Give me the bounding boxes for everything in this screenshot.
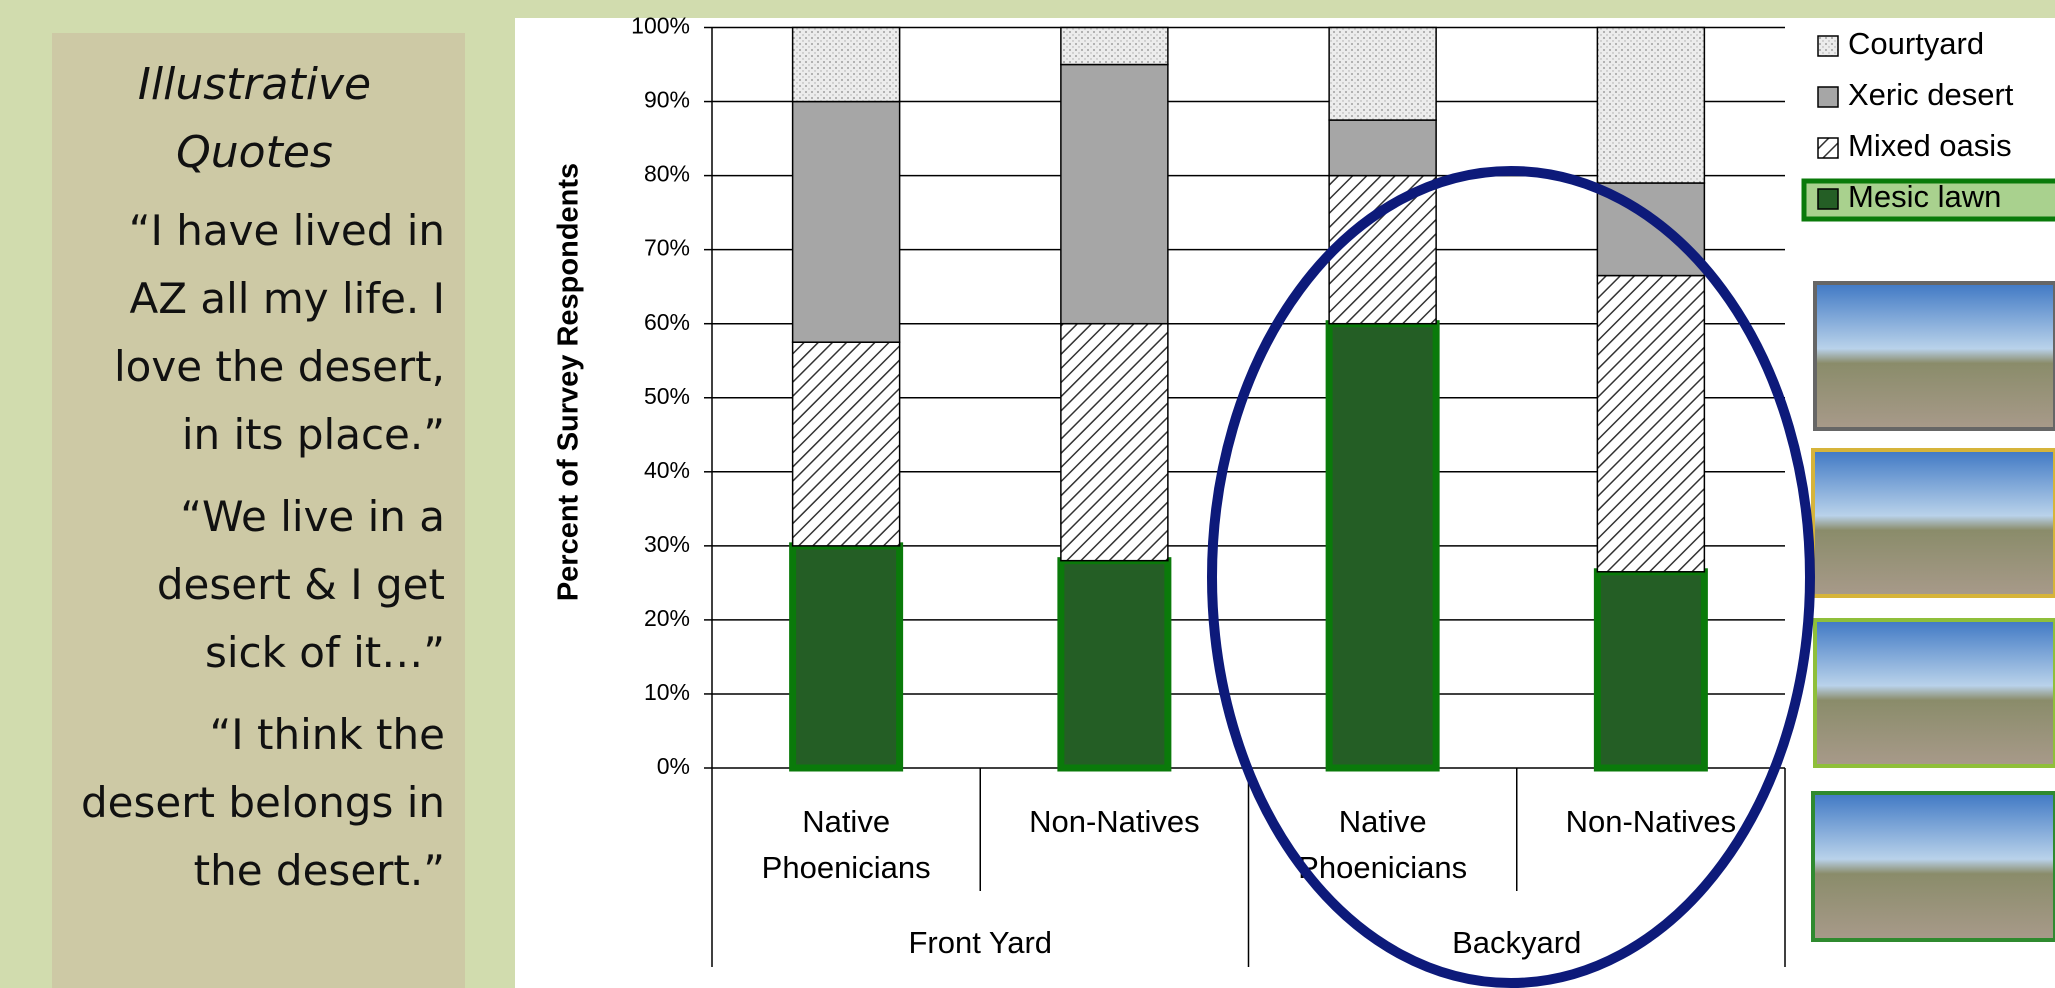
quote: “We live in a desert & I get sick of it…… (156, 492, 445, 677)
legend-highlight (1801, 178, 2055, 222)
quote: “I have lived in AZ all my life. I love … (114, 206, 445, 459)
x-tick-label: Non-Natives (1566, 804, 1737, 839)
x-tick-label: Native Phoenicians (1298, 804, 1467, 885)
legend-swatch (1817, 86, 1839, 108)
bar-segment (1328, 26, 1437, 121)
bar-segment (1057, 557, 1172, 772)
photo (1811, 448, 2055, 598)
y-tick-label: 50% (644, 383, 690, 409)
photo (1813, 618, 2055, 768)
legend-swatch (1817, 188, 1839, 210)
group-label: Front Yard (908, 925, 1052, 960)
bar-segment (791, 26, 901, 103)
bar-segment (1596, 26, 1706, 184)
legend-label: Mesic lawn (1848, 179, 2001, 214)
y-axis-label: Percent of Survey Respondents (553, 163, 585, 601)
x-tick-label: Native Phoenicians (762, 804, 931, 885)
legend-label: Courtyard (1848, 26, 1984, 61)
bar-segment (1060, 63, 1169, 325)
y-tick-label: 70% (644, 235, 690, 261)
bar-segment (1060, 322, 1169, 562)
photo (1813, 281, 2055, 431)
legend-swatch (1817, 137, 1839, 159)
quote-panel: Illustrative Quotes “I have lived in AZ … (52, 33, 465, 988)
y-tick-label: 0% (657, 753, 690, 779)
chart-background (515, 18, 2055, 988)
bar-segment (1325, 320, 1440, 772)
legend-swatch (1817, 35, 1839, 57)
y-tick-label: 30% (644, 531, 690, 557)
group-label: Backyard (1452, 925, 1581, 960)
bar-segment (1593, 568, 1708, 772)
x-tick-label: Non-Natives (1029, 804, 1200, 839)
y-tick-label: 100% (631, 13, 690, 39)
quote-title: Illustrative Quotes (137, 59, 372, 178)
bar-segment (1328, 174, 1437, 325)
bar-segment (791, 100, 901, 343)
highlight-ellipse (1207, 166, 1815, 988)
y-tick-label: 80% (644, 161, 690, 187)
bar-segment (1060, 26, 1169, 66)
photo (1811, 791, 2055, 942)
bar-segment (791, 341, 901, 547)
bar-segment (1328, 119, 1437, 177)
bar-segment (789, 542, 904, 772)
y-tick-label: 10% (644, 679, 690, 705)
y-tick-label: 20% (644, 605, 690, 631)
quote: “I think the desert belongs in the deser… (81, 710, 445, 895)
y-tick-label: 90% (644, 87, 690, 113)
plot: 0% 10% 20% 30% 40% 50% 60% 70% 80% 90% 100% Native P… (631, 13, 2014, 967)
bar-segment (1596, 274, 1706, 573)
legend-label: Mixed oasis (1848, 128, 2012, 163)
legend-label: Xeric desert (1848, 77, 2014, 112)
y-tick-label: 40% (644, 457, 690, 483)
y-tick-label: 60% (644, 309, 690, 335)
